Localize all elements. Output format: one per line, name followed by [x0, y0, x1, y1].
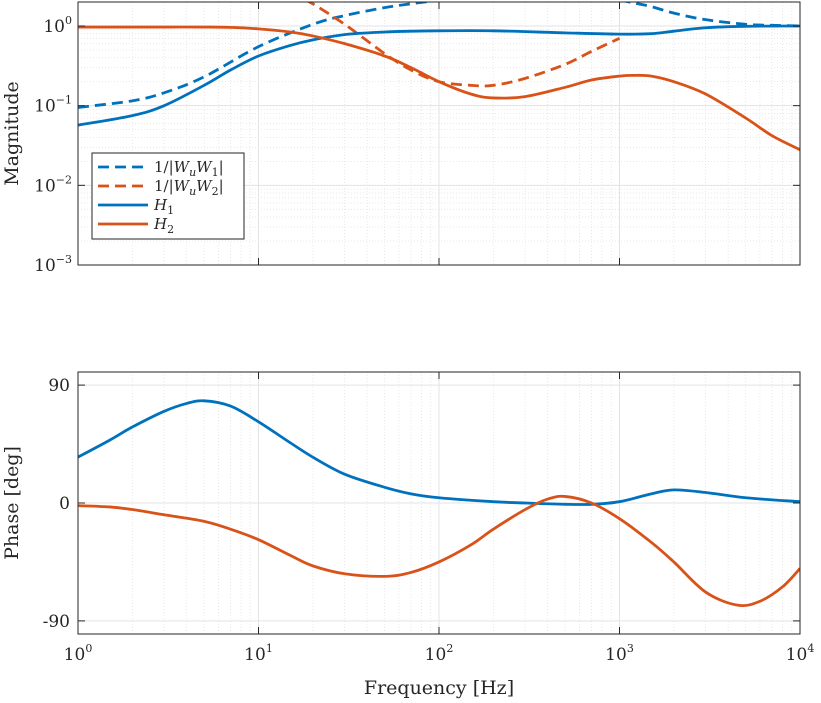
series-group: [78, 399, 800, 608]
legend-label-part: |: [219, 158, 224, 176]
legend-label: H1: [153, 196, 174, 217]
x-tick-label-base: 10: [425, 645, 447, 665]
y-tick-label-base: 10: [34, 97, 56, 117]
y-tick-label-exp: −1: [56, 94, 72, 107]
legend-label-sub: 2: [212, 185, 219, 198]
legend-label-part: W: [174, 177, 191, 195]
x-tick-label-exp: 4: [807, 642, 814, 655]
x-tick-label-base: 10: [605, 645, 627, 665]
legend-label: H2: [153, 215, 174, 236]
tick-marks: [77, 2, 801, 266]
y-tick-label-exp: −2: [56, 173, 72, 186]
x-tick-label-exp: 0: [85, 642, 92, 655]
x-tick-label: 101: [244, 642, 273, 665]
y-tick-label-exp: −3: [56, 253, 72, 266]
x-tick-label-base: 10: [64, 645, 86, 665]
tick-marks: [77, 372, 801, 634]
legend-label-sub: u: [189, 185, 196, 198]
legend-label: 1/|WuW2|: [154, 177, 224, 198]
legend-label-sub: 2: [167, 223, 174, 236]
legend-label-sub: 1: [212, 166, 219, 179]
x-axis-label: Frequency [Hz]: [364, 677, 514, 699]
x-tick-label-exp: 1: [266, 642, 273, 655]
legend-label-part: W: [196, 158, 213, 176]
series-line-h2-1: [78, 494, 800, 608]
series-line-h1-3: [78, 24, 800, 127]
x-tick-label: 102: [425, 642, 454, 665]
legend-label-part: W: [196, 177, 213, 195]
legend-label-symbol: H: [153, 196, 168, 214]
y-tick-label: 0: [59, 494, 70, 514]
y-tick-label-base: 10: [43, 17, 65, 37]
series-line-1-wuw1--1: [621, 2, 800, 28]
legend-label: 1/|WuW1|: [154, 158, 224, 179]
y-tick-label-exp: 0: [65, 14, 72, 27]
y-tick-label: 10−1: [34, 94, 72, 117]
x-tick-label: 103: [605, 642, 634, 665]
legend-label-sub: 1: [167, 204, 174, 217]
series-line-1-wuw1--0: [78, 2, 437, 109]
legend-label-part: 1/|: [154, 177, 174, 195]
y-tick-label: 10−3: [34, 253, 72, 276]
x-tick-label-exp: 2: [446, 642, 453, 655]
x-tick-label-base: 10: [244, 645, 266, 665]
legend-label-part: W: [174, 158, 191, 176]
legend-label-part: |: [219, 177, 224, 195]
series-line-h2-4: [78, 25, 800, 151]
series-group: [78, 2, 800, 151]
x-tick-label-exp: 3: [627, 642, 634, 655]
series-line-h1-0: [78, 399, 800, 506]
legend-label-sub: u: [189, 166, 196, 179]
y-axis-label: Phase [deg]: [1, 446, 23, 560]
y-tick-label: 100: [43, 14, 72, 37]
x-tick-label: 100: [64, 642, 93, 665]
series-line-1-wuw2--2: [305, 2, 621, 88]
x-tick-label-base: 10: [786, 645, 808, 665]
x-tick-label: 104: [786, 642, 815, 665]
y-tick-label-base: 10: [34, 176, 56, 196]
grid: [77, 372, 801, 634]
y-tick-label: 90: [48, 376, 70, 396]
y-tick-label: -90: [43, 612, 70, 632]
y-tick-label-base: 10: [34, 256, 56, 276]
y-axis-label: Magnitude: [1, 81, 23, 186]
legend-label-symbol: H: [153, 215, 168, 233]
y-tick-label: 10−2: [34, 173, 72, 196]
legend-label-part: 1/|: [154, 158, 174, 176]
